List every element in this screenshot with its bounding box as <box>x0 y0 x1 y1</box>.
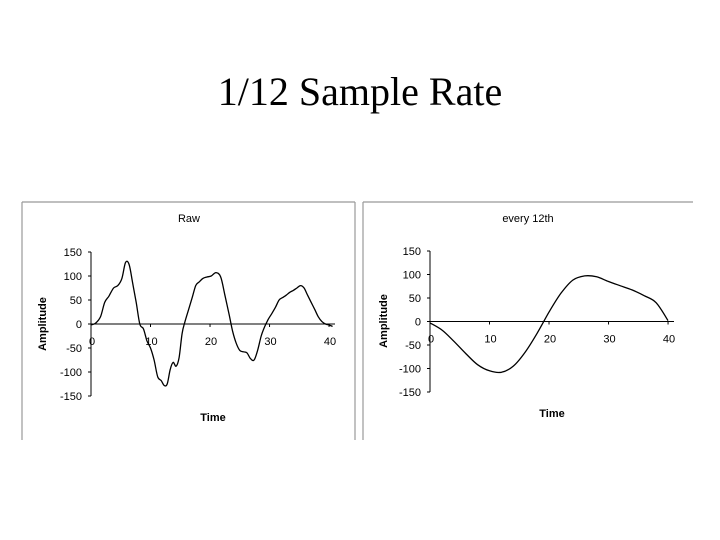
every-12th-series-line <box>429 275 669 374</box>
every-12th-y-tick-label: -100 <box>399 364 421 376</box>
every-12th-x-tick-label: 20 <box>544 334 556 346</box>
every-12th-x-axis-title: Time <box>539 408 564 420</box>
raw-y-tick-label: -100 <box>60 367 82 379</box>
raw-chart-panel: Raw 150 100 50 0 -50 -100 -150 0 10 20 30 40 Time Ampl… <box>21 200 356 440</box>
every-12th-y-tick-label: 0 <box>415 317 421 329</box>
every-12th-chart: every 12th 150 100 50 0 -50 -100 -150 0 10 20 30 40 T… <box>362 201 693 440</box>
raw-y-tick-label: 50 <box>70 295 82 307</box>
every-12th-y-tick-label: -50 <box>405 340 421 352</box>
raw-series-line <box>90 260 333 387</box>
every-12th-x-tick-label: 10 <box>484 334 496 346</box>
slide-title: 1/12 Sample Rate <box>217 69 503 114</box>
raw-x-axis-title: Time <box>200 412 225 424</box>
raw-chart-title: Raw <box>178 213 200 225</box>
every-12th-chart-panel: every 12th 150 100 50 0 -50 -100 -150 0 10 20 30 40 T… <box>362 200 693 440</box>
raw-x-tick-label: 30 <box>264 336 276 348</box>
raw-y-tick-label: 150 <box>64 247 82 259</box>
every-12th-x-tick-label: 40 <box>663 334 675 346</box>
every-12th-y-tick-label: -150 <box>399 387 421 399</box>
raw-x-tick-label: 40 <box>324 336 336 348</box>
raw-y-tick-label: -150 <box>60 391 82 403</box>
every-12th-y-tick-label: 100 <box>403 270 421 282</box>
raw-y-tick-label: 0 <box>76 319 82 331</box>
raw-y-tick-label: 100 <box>64 271 82 283</box>
raw-y-axis-title: Amplitude <box>37 297 49 351</box>
every-12th-y-axis-title: Amplitude <box>378 294 390 348</box>
raw-x-tick-label: 0 <box>89 336 95 348</box>
every-12th-y-tick-label: 50 <box>409 293 421 305</box>
every-12th-chart-title: every 12th <box>502 213 553 225</box>
every-12th-x-tick-label: 30 <box>603 334 615 346</box>
raw-x-tick-label: 20 <box>205 336 217 348</box>
every-12th-x-tick-label: 0 <box>428 334 434 346</box>
raw-y-tick-label: -50 <box>66 343 82 355</box>
every-12th-y-tick-label: 150 <box>403 246 421 258</box>
